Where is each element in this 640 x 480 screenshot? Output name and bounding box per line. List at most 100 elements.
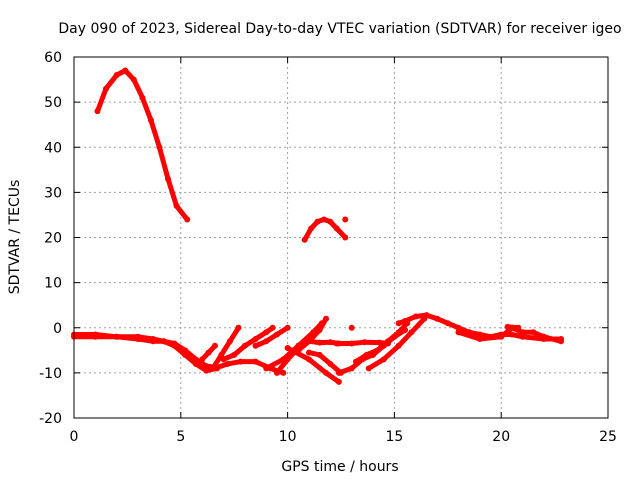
series-line — [210, 325, 241, 371]
data-point — [327, 218, 334, 225]
data-point — [540, 333, 547, 340]
grid-lines — [74, 57, 608, 418]
data-point — [530, 329, 537, 336]
data-point — [263, 365, 270, 372]
series-line — [95, 68, 190, 222]
data-point — [182, 347, 189, 354]
data-point — [498, 333, 505, 340]
data-point — [455, 329, 462, 336]
data-point — [335, 378, 342, 385]
data-point — [395, 329, 402, 336]
data-point — [408, 329, 415, 336]
series-baseline-2 — [71, 331, 287, 376]
data-point — [113, 72, 120, 79]
data-point — [203, 367, 210, 374]
data-point — [224, 360, 231, 367]
data-point — [327, 360, 334, 367]
data-point — [352, 358, 359, 365]
series-line — [295, 316, 329, 353]
data-point — [348, 365, 355, 372]
data-point — [323, 369, 330, 376]
y-tick-label: -20 — [39, 411, 62, 427]
data-point — [139, 94, 146, 101]
y-tick-label: 50 — [44, 95, 62, 111]
data-point — [252, 342, 259, 349]
data-point — [335, 369, 342, 376]
data-point — [348, 340, 355, 347]
series-tail-dots — [504, 323, 522, 331]
data-point — [226, 338, 233, 345]
data-point — [192, 356, 199, 363]
y-tick-label: 20 — [44, 231, 62, 247]
series-branch-d — [252, 324, 291, 349]
data-point — [203, 363, 210, 370]
data-point — [305, 356, 312, 363]
data-point — [220, 356, 227, 363]
data-point — [327, 339, 334, 346]
data-point — [384, 338, 391, 345]
data-point — [273, 331, 280, 338]
data-point — [209, 365, 216, 372]
data-point — [184, 216, 191, 223]
data-point — [94, 108, 101, 115]
data-point — [476, 336, 483, 343]
y-tick-label: 10 — [44, 276, 62, 292]
data-point — [333, 225, 340, 232]
data-point — [558, 338, 565, 345]
data-point — [316, 327, 323, 334]
y-tick-label: 0 — [53, 321, 62, 337]
series-branch-b — [209, 324, 242, 372]
data-point — [412, 313, 419, 320]
data-point — [342, 216, 349, 223]
series-arc-mid-dot — [342, 216, 349, 223]
x-tick-label: 15 — [385, 429, 403, 445]
data-point — [434, 315, 441, 322]
series-line — [306, 350, 344, 376]
x-tick-label: 10 — [279, 429, 297, 445]
data-point — [280, 369, 287, 376]
data-point — [263, 329, 270, 336]
data-point — [160, 338, 167, 345]
data-point — [423, 312, 430, 319]
data-point — [316, 351, 323, 358]
axis-ticks: 0 5 10 15 20 25 -20 -10 0 10 20 30 40 50 60 — [39, 50, 617, 445]
x-tick-label: 25 — [599, 429, 617, 445]
series-branch-g — [295, 315, 330, 354]
data-point — [171, 340, 178, 347]
data-point — [455, 324, 462, 331]
data-point — [284, 356, 291, 363]
data-point — [504, 323, 511, 330]
data-point — [235, 324, 242, 331]
data-point — [205, 349, 212, 356]
data-point — [363, 351, 370, 358]
data-point — [269, 324, 276, 331]
data-point — [374, 347, 381, 354]
data-point — [305, 349, 312, 356]
series-bump — [395, 312, 565, 343]
data-point — [402, 317, 409, 324]
data-point — [515, 324, 522, 331]
data-series — [71, 67, 565, 385]
data-point — [113, 333, 120, 340]
data-point — [395, 342, 402, 349]
series-branch-k — [352, 320, 411, 365]
data-point — [308, 225, 315, 232]
data-point — [252, 358, 259, 365]
data-point — [237, 358, 244, 365]
data-point — [320, 216, 327, 223]
data-point — [231, 351, 238, 358]
data-point — [301, 236, 308, 243]
y-tick-label: 60 — [44, 50, 62, 66]
data-point — [348, 324, 355, 331]
data-point — [284, 324, 291, 331]
data-point — [164, 175, 171, 182]
chart-title: Day 090 of 2023, Sidereal Day-to-day VTE… — [58, 21, 621, 37]
data-point — [323, 315, 330, 322]
data-point — [156, 144, 163, 151]
series-branch-c — [220, 324, 276, 363]
x-axis-label: GPS time / hours — [281, 459, 398, 475]
data-point — [173, 202, 180, 209]
series-line — [71, 332, 286, 376]
data-point — [103, 85, 110, 92]
